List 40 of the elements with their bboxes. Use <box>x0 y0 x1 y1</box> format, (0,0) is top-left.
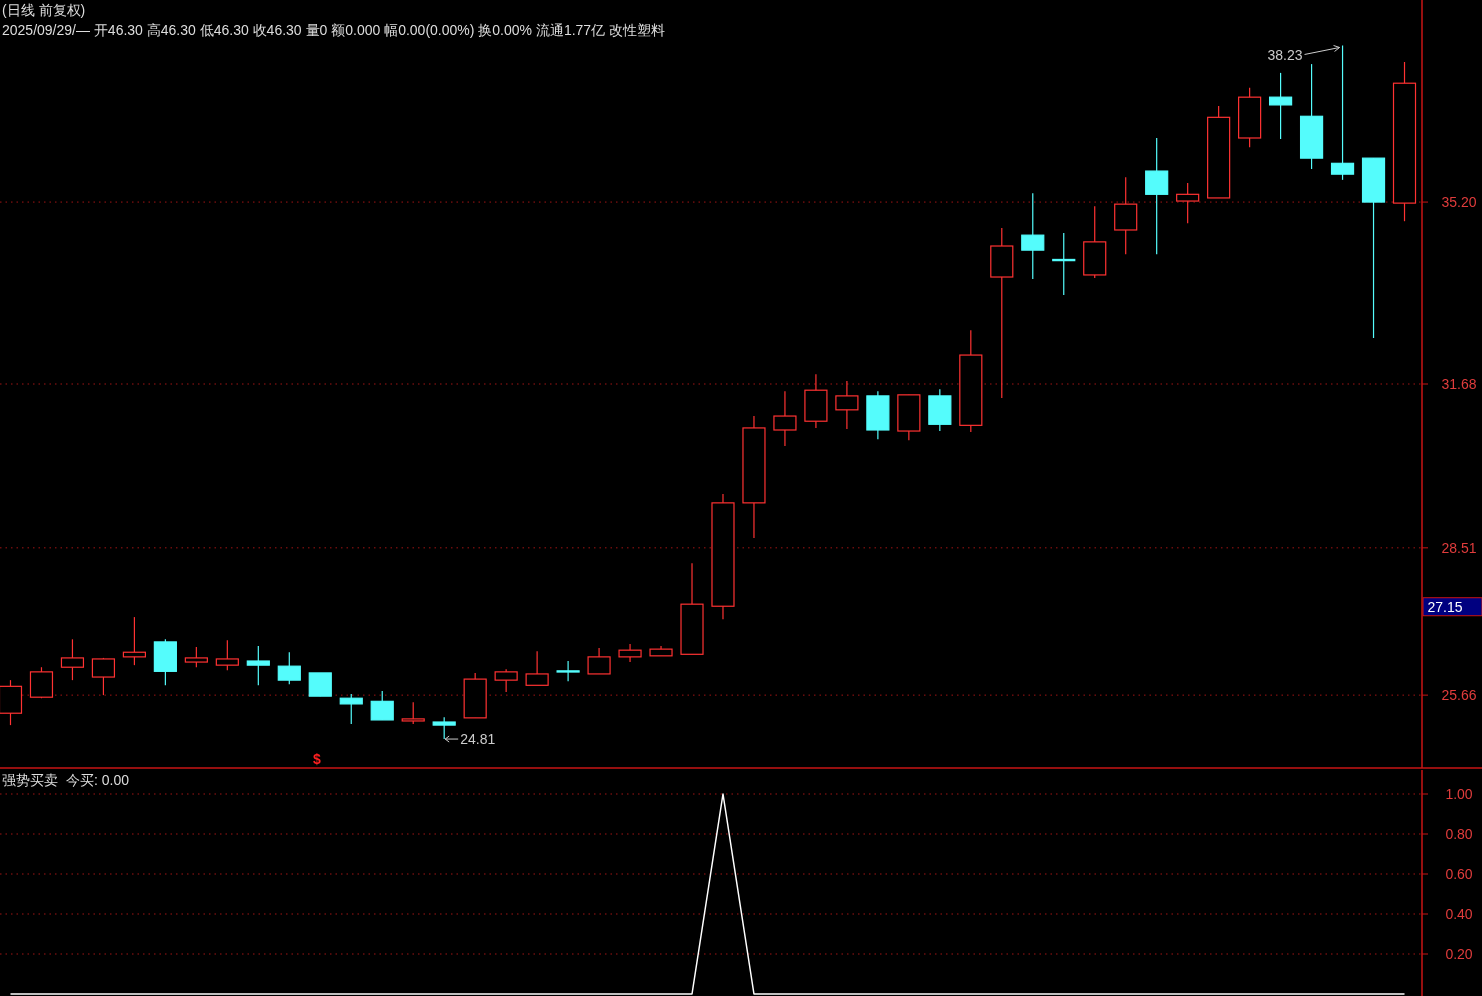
annotation: 38.23 <box>1267 47 1303 64</box>
candlestick <box>773 390 797 447</box>
candlestick <box>1269 72 1293 140</box>
candlestick <box>1330 44 1355 181</box>
y-tick-label: 0.60 <box>1445 866 1473 882</box>
candlestick <box>835 380 859 430</box>
annotation: $ <box>313 751 322 767</box>
candlestick <box>1176 182 1200 224</box>
candlestick <box>556 660 580 682</box>
text: 2025/09/29/— 开46.30 高46.30 低46.30 收46.30 量0 额0.000 幅0.00(0.00%) 换0.00% 流通1.77亿 改性塑料 <box>2 22 666 38</box>
y-tick-label: 28.51 <box>1441 539 1477 556</box>
candlestick <box>91 657 116 696</box>
chart-subtitle: 今买: 0.00 <box>66 772 130 788</box>
y-tick-label: 31.68 <box>1441 376 1477 392</box>
chart-title: 强势买卖 <box>2 772 58 788</box>
annotation: 24.81 <box>460 731 496 748</box>
candlestick <box>122 616 146 666</box>
candlestick <box>525 650 549 686</box>
candlestick <box>370 690 394 721</box>
candlestick <box>494 668 518 693</box>
text: 27.15 <box>1427 598 1463 615</box>
y-tick-label: 35.20 <box>1441 194 1477 211</box>
candlestick <box>60 638 85 681</box>
y-tick-label: 0.80 <box>1445 826 1473 842</box>
candlestick <box>308 672 332 697</box>
candlestick <box>587 647 611 675</box>
candlestick <box>618 643 642 663</box>
y-tick-label: 0.40 <box>1445 906 1473 922</box>
chart-title: (日线 前复权) <box>2 2 86 18</box>
y-tick-label: 1.00 <box>1445 786 1473 802</box>
candlestick <box>215 639 239 671</box>
candlestick <box>339 693 363 725</box>
candlestick <box>184 646 208 668</box>
y-tick-label: 0.20 <box>1445 946 1473 962</box>
candlestick <box>401 701 425 725</box>
candlestick <box>246 645 270 686</box>
candlestick <box>1145 137 1169 255</box>
candlestick <box>1021 192 1045 280</box>
candlestick <box>277 651 301 685</box>
y-tick-label: 25.66 <box>1441 687 1477 704</box>
